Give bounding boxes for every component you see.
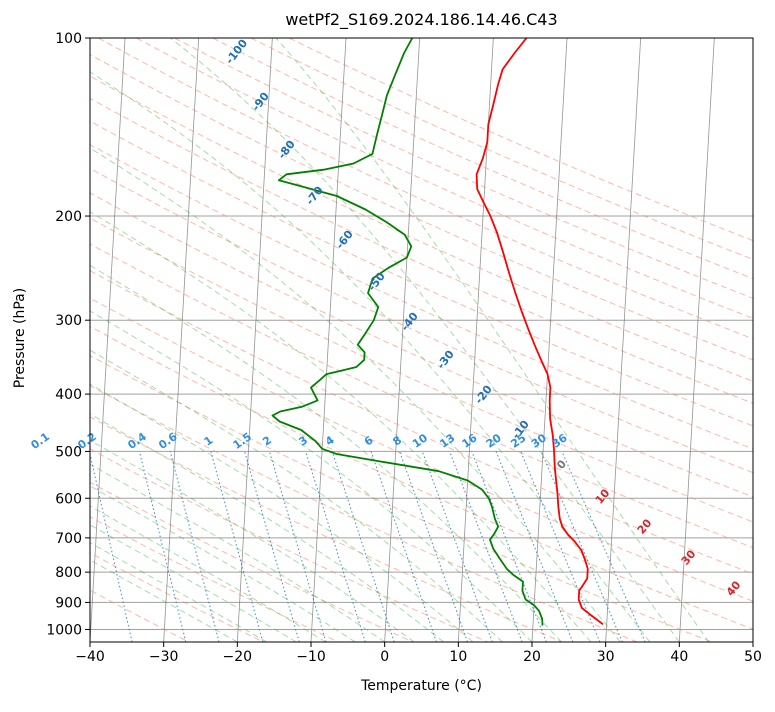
moist-adiabat-line [0, 38, 267, 642]
mixing-ratio-line [472, 451, 547, 642]
mixing-ratio-line [562, 451, 645, 642]
dry-adiabat-label: -90 [249, 90, 272, 114]
dry-adiabat-line [0, 38, 189, 642]
dry-adiabat-line [22, 38, 775, 642]
isotherm-line [532, 38, 567, 642]
moist-adiabat-line [0, 38, 532, 642]
mixing-ratio-label: 0.4 [125, 430, 149, 452]
mixing-ratio-label: 4 [323, 433, 337, 448]
dry-adiabat-label: -60 [333, 228, 356, 252]
mixing-ratio-label: 13 [437, 431, 457, 450]
dry-adiabat-label: -80 [275, 138, 298, 162]
dry-adiabat-label: -30 [434, 348, 457, 372]
background-lines [0, 38, 775, 642]
mixing-ratio-label: 2 [260, 433, 274, 448]
y-tick-label: 400 [55, 387, 82, 403]
moist-adiabat-line [0, 38, 326, 642]
mixing-ratio-line [422, 451, 492, 642]
mixing-ratio-line [139, 451, 185, 642]
mixing-ratio-label: 0.6 [156, 430, 180, 452]
isotherm-line [90, 38, 125, 642]
x-tick-label: −40 [75, 649, 105, 665]
moist-adiabat-line [0, 38, 503, 642]
isotherm-line [164, 38, 199, 642]
moist-adiabat-label: 10 [593, 486, 613, 506]
isotherm-line [606, 38, 641, 642]
y-tick-label: 1000 [46, 622, 82, 638]
moist-adiabat-label: 40 [724, 578, 744, 598]
moist-adiabat-line [37, 38, 650, 642]
dry-adiabat-line [0, 38, 775, 642]
dry-adiabat-line [60, 38, 775, 642]
y-tick-label: 100 [55, 31, 82, 47]
y-tick-label: 300 [55, 313, 82, 329]
dry-adiabat-label: -100 [223, 37, 250, 67]
x-tick-label: 0 [380, 649, 389, 665]
plot-frame [90, 38, 753, 642]
mixing-ratio-line [211, 451, 263, 642]
dry-adiabat-line [137, 38, 775, 642]
mixing-ratio-line [450, 451, 522, 642]
isotherm-line [753, 38, 775, 642]
dry-adiabat-line [0, 38, 562, 642]
dry-adiabat-line [0, 38, 264, 642]
mixing-ratio-line [306, 451, 366, 642]
mixing-ratio-line [170, 451, 219, 642]
chart-title: wetPf2_S169.2024.186.14.46.C43 [90, 10, 753, 29]
x-tick-label: 20 [523, 649, 541, 665]
mixing-ratio-line [541, 451, 622, 642]
mixing-ratio-label: 1.5 [231, 430, 254, 452]
x-tick-label: 50 [744, 649, 762, 665]
mixing-ratio-line [371, 451, 436, 642]
dry-adiabat-label: -20 [472, 383, 495, 407]
mixing-ratio-label: 1 [202, 433, 216, 448]
moist-adiabat-line [0, 38, 355, 642]
x-tick-label: −20 [223, 649, 253, 665]
x-axis-label: Temperature (°C) [90, 678, 753, 694]
moist-adiabat-line [0, 38, 385, 642]
mixing-ratio-label: 10 [410, 431, 430, 451]
moist-adiabat-line [0, 38, 296, 642]
y-tick-label: 200 [55, 209, 82, 225]
x-tick-label: −30 [149, 649, 179, 665]
y-tick-label: 900 [55, 595, 82, 611]
y-tick-label: 500 [55, 444, 82, 460]
mixing-ratio-label: 0.1 [29, 430, 52, 452]
moist-adiabat-line [0, 38, 620, 642]
isotherm-line [237, 38, 272, 642]
y-tick-label: 700 [55, 531, 82, 547]
dry-adiabat-label: -40 [398, 310, 421, 334]
x-tick-label: −10 [296, 649, 326, 665]
x-tick-label: 10 [449, 649, 467, 665]
mixing-ratio-label: 30 [529, 431, 549, 451]
y-tick-label: 600 [55, 491, 82, 507]
moist-adiabat-label: 30 [679, 547, 699, 567]
x-tick-label: 40 [670, 649, 688, 665]
dry-adiabat-line [251, 38, 775, 642]
y-tick-label: 800 [55, 565, 82, 581]
moist-adiabat-line [0, 38, 414, 642]
moist-adiabat-label: 0 [554, 457, 569, 471]
x-tick-label: 30 [597, 649, 615, 665]
y-axis-label: Pressure (hPa) [12, 288, 28, 388]
isotherm-line [385, 38, 420, 642]
temperature-profile [477, 38, 603, 624]
